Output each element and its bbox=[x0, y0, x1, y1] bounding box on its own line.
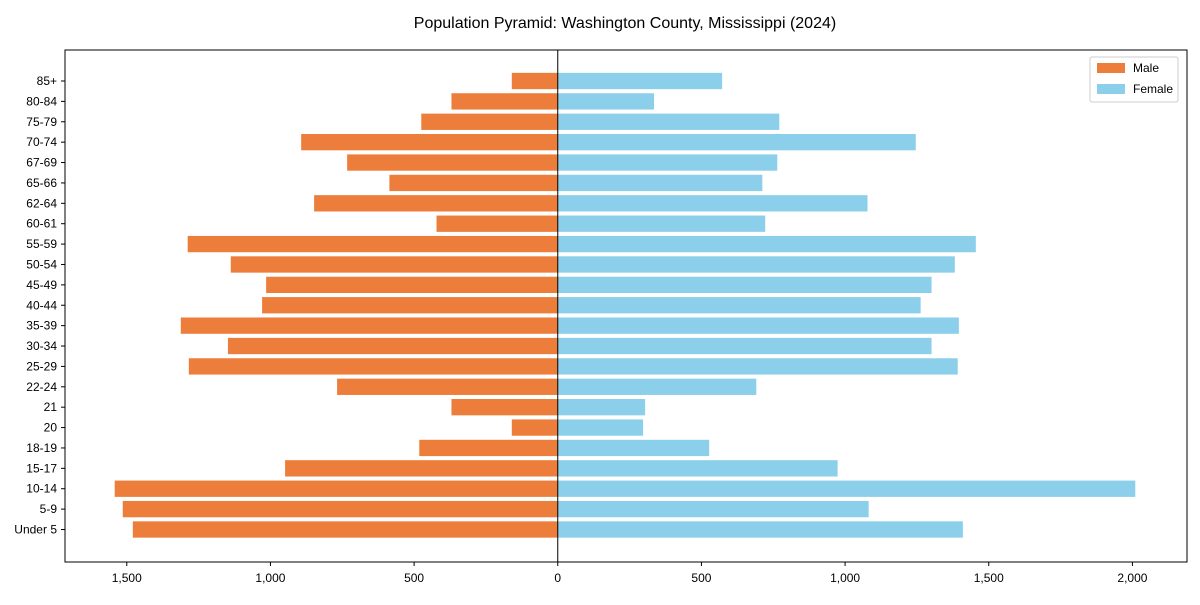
bar-female bbox=[557, 378, 757, 395]
bar-male bbox=[419, 439, 558, 457]
y-tick-label: 70-74 bbox=[26, 135, 57, 149]
x-tick-label: 500 bbox=[691, 571, 711, 585]
bar-female bbox=[557, 521, 963, 538]
y-tick-label: 75-79 bbox=[26, 115, 57, 129]
bar-male bbox=[114, 480, 558, 497]
y-tick-label: 10-14 bbox=[26, 482, 57, 496]
bar-male bbox=[511, 72, 558, 90]
bar-male bbox=[122, 500, 558, 518]
bar-female bbox=[557, 93, 655, 110]
bar-male bbox=[180, 317, 558, 334]
bar-female bbox=[557, 500, 869, 518]
legend-label-male: Male bbox=[1133, 61, 1159, 75]
chart-title: Population Pyramid: Washington County, M… bbox=[414, 15, 836, 32]
y-tick-label: 15-17 bbox=[26, 461, 57, 475]
bar-female bbox=[557, 480, 1136, 497]
bar-male bbox=[421, 113, 558, 130]
bar-female bbox=[557, 235, 976, 253]
bars-group bbox=[114, 72, 1136, 538]
y-tick-label: 20 bbox=[44, 421, 58, 435]
bar-male bbox=[262, 297, 558, 314]
bar-male bbox=[314, 195, 558, 212]
bar-male bbox=[266, 276, 558, 294]
y-tick-label: 55-59 bbox=[26, 237, 57, 251]
y-tick-label: Under 5 bbox=[14, 523, 57, 537]
bar-female bbox=[557, 113, 780, 130]
bar-male bbox=[230, 256, 558, 273]
y-tick-label: 5-9 bbox=[40, 502, 58, 516]
bar-male bbox=[187, 235, 558, 253]
bar-male bbox=[227, 337, 558, 355]
x-tick-label: 2,000 bbox=[1117, 571, 1147, 585]
bar-male bbox=[337, 378, 558, 395]
bar-male bbox=[285, 460, 558, 477]
legend-label-female: Female bbox=[1133, 82, 1173, 96]
y-tick-label: 21 bbox=[44, 400, 58, 414]
y-tick-label: 85+ bbox=[37, 74, 57, 88]
bar-female bbox=[557, 195, 868, 212]
bar-male bbox=[451, 93, 558, 110]
bar-male bbox=[389, 174, 558, 192]
bar-female bbox=[557, 297, 921, 314]
y-tick-label: 30-34 bbox=[26, 339, 57, 353]
y-tick-label: 50-54 bbox=[26, 257, 57, 271]
bar-female bbox=[557, 174, 763, 192]
legend-swatch-male bbox=[1097, 63, 1125, 73]
x-tick-label: 1,000 bbox=[255, 571, 285, 585]
bar-male bbox=[132, 521, 558, 538]
legend-swatch-female bbox=[1097, 84, 1125, 94]
legend: Male Female bbox=[1089, 56, 1179, 103]
x-tick-label: 1,500 bbox=[974, 571, 1004, 585]
bar-male bbox=[451, 399, 558, 416]
bar-female bbox=[557, 337, 932, 355]
bar-male bbox=[511, 419, 558, 436]
bar-female bbox=[557, 317, 959, 334]
bar-female bbox=[557, 134, 916, 151]
bar-male bbox=[436, 215, 558, 232]
y-axis: Under 5 5-9 10-14 15-17 18-19 20 21 22-24 25-29 3… bbox=[14, 74, 65, 537]
x-tick-label: 0 bbox=[554, 571, 561, 585]
y-tick-label: 67-69 bbox=[26, 156, 57, 170]
bar-female bbox=[557, 154, 778, 171]
y-tick-label: 80-84 bbox=[26, 94, 57, 108]
plot-frame bbox=[64, 49, 1188, 563]
bar-male bbox=[301, 134, 558, 151]
bar-female bbox=[557, 72, 723, 90]
y-tick-label: 45-49 bbox=[26, 278, 57, 292]
y-tick-label: 18-19 bbox=[26, 441, 57, 455]
y-tick-label: 25-29 bbox=[26, 359, 57, 373]
y-tick-label: 60-61 bbox=[26, 217, 57, 231]
bar-male bbox=[188, 358, 558, 375]
x-tick-label: 1,500 bbox=[112, 571, 142, 585]
bar-female bbox=[557, 419, 644, 436]
y-tick-label: 65-66 bbox=[26, 176, 57, 190]
x-tick-label: 1,000 bbox=[830, 571, 860, 585]
bar-female bbox=[557, 256, 955, 273]
bar-male bbox=[347, 154, 558, 171]
y-tick-label: 22-24 bbox=[26, 380, 57, 394]
bar-female bbox=[557, 460, 838, 477]
y-tick-label: 62-64 bbox=[26, 196, 57, 210]
y-tick-label: 40-44 bbox=[26, 298, 57, 312]
y-tick-label: 35-39 bbox=[26, 319, 57, 333]
bar-female bbox=[557, 399, 646, 416]
bar-female bbox=[557, 276, 932, 294]
bar-female bbox=[557, 358, 958, 375]
bar-female bbox=[557, 215, 766, 232]
bar-female bbox=[557, 439, 710, 457]
x-axis: 1,500 1,000 500 0 500 1,000 1,500 2,000 bbox=[112, 562, 1148, 585]
x-tick-label: 500 bbox=[404, 571, 424, 585]
